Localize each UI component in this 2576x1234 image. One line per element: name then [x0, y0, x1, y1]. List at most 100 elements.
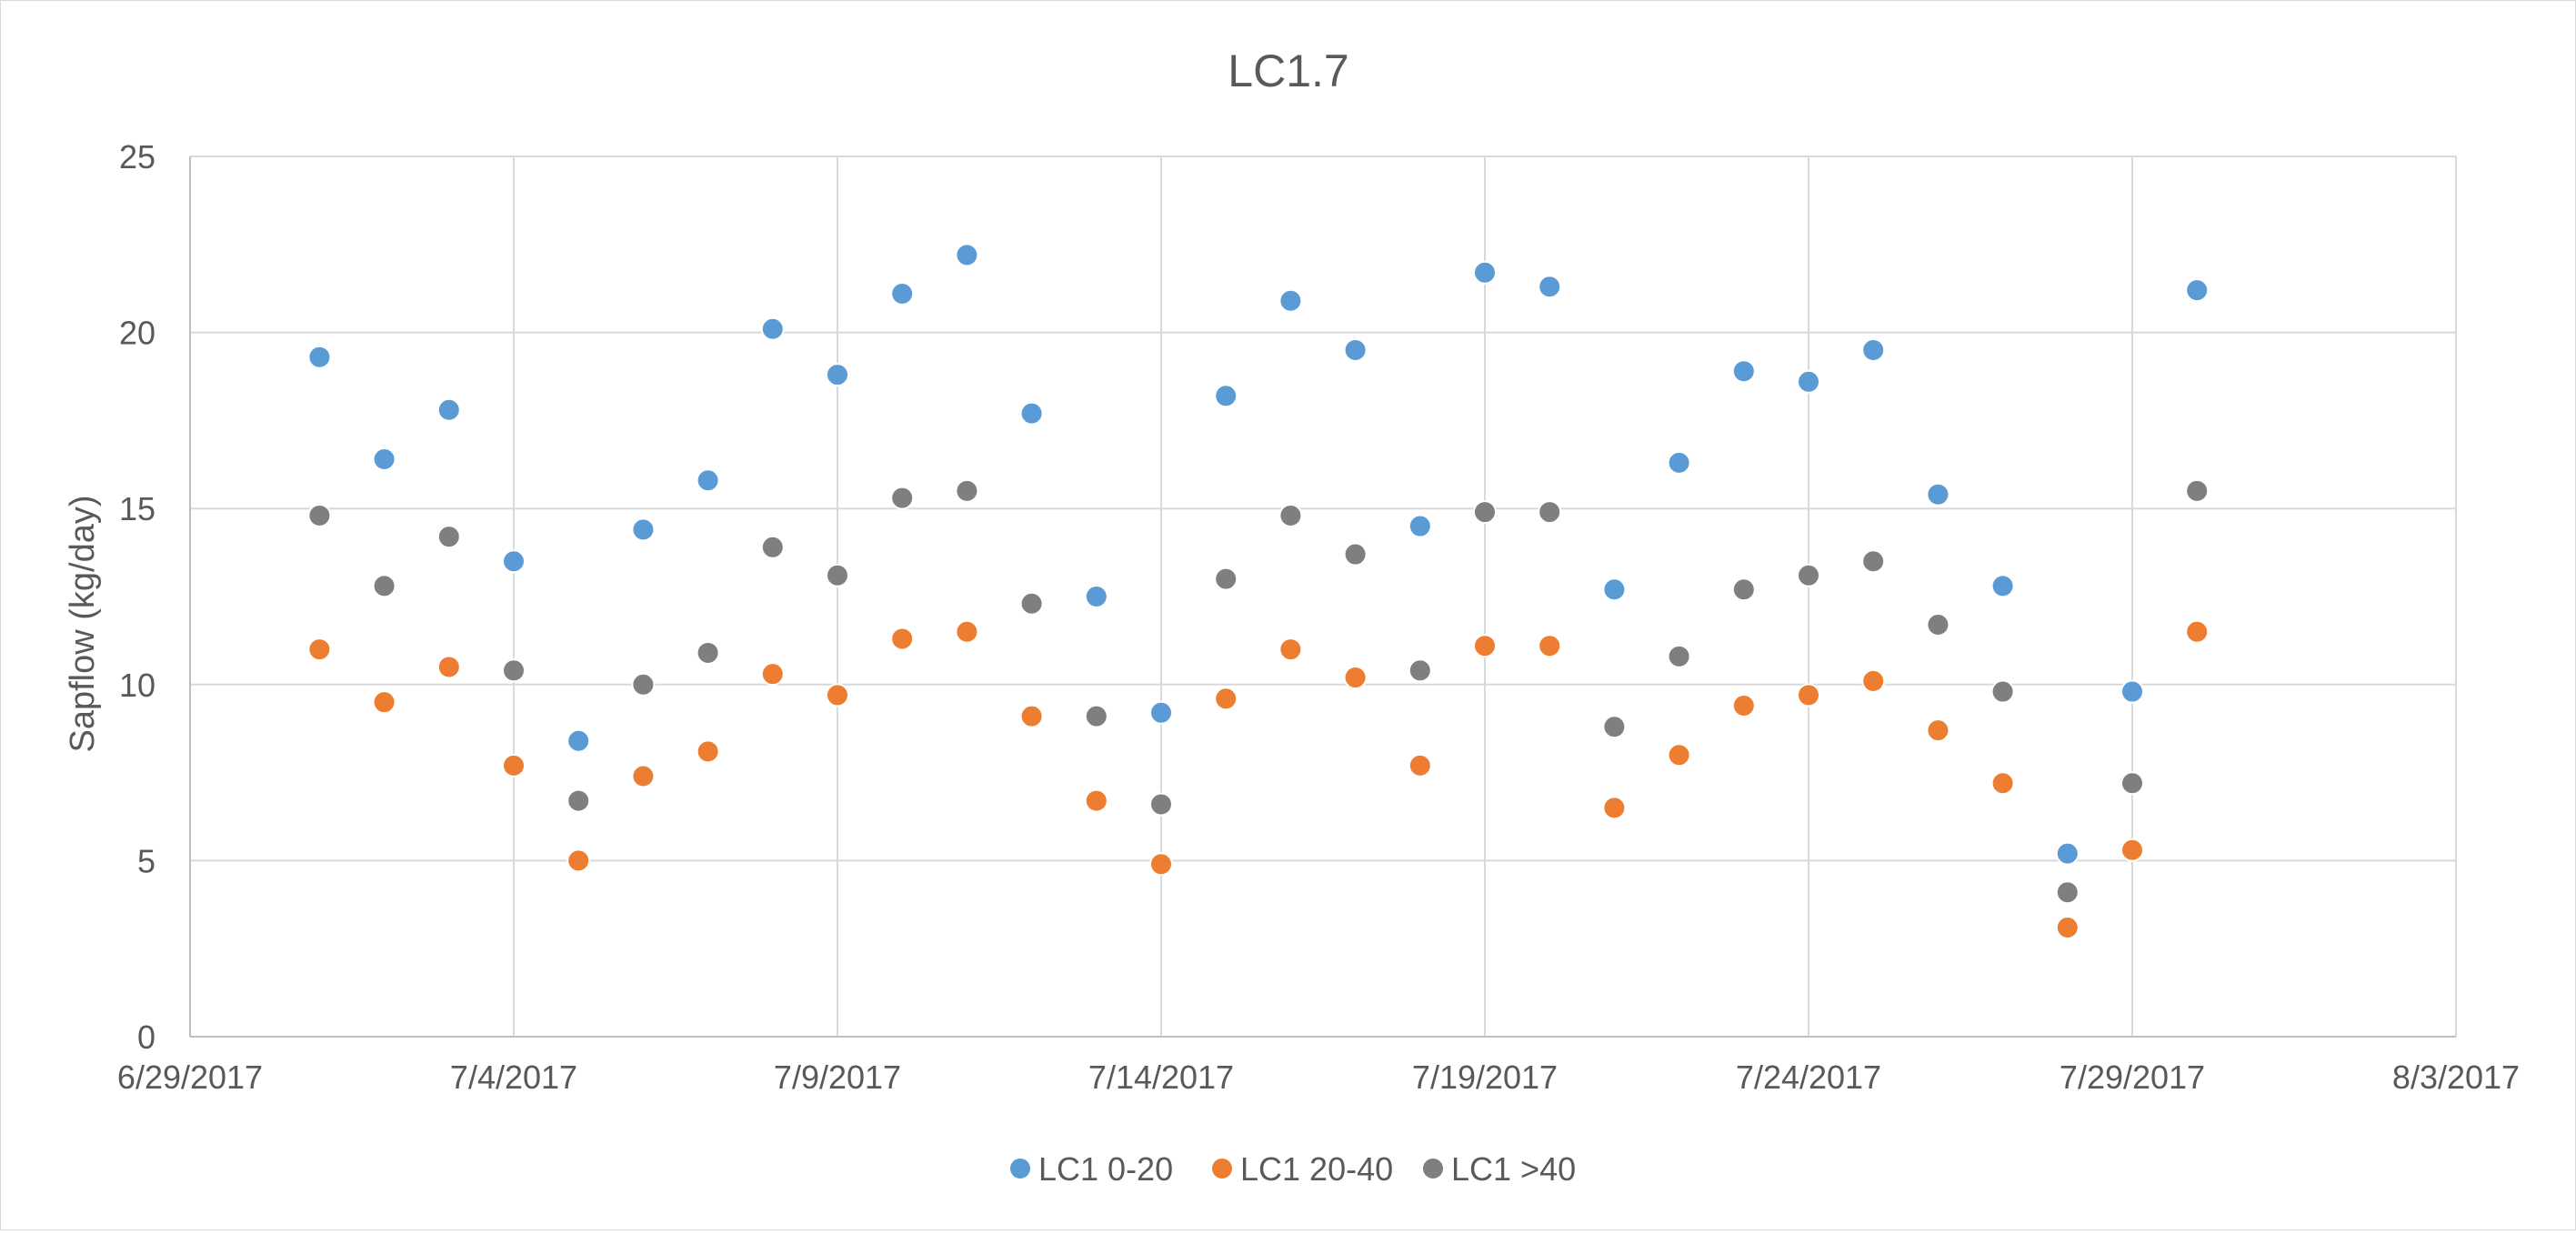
- data-point: [1084, 585, 1108, 608]
- data-point: [1538, 634, 1562, 658]
- data-point: [760, 316, 785, 341]
- data-point: [2120, 771, 2144, 796]
- data-point: [2120, 838, 2144, 862]
- data-point: [1538, 500, 1562, 525]
- data-point: [1538, 275, 1562, 299]
- data-point: [566, 788, 591, 813]
- legend-item: LC1 >40: [1421, 1150, 1576, 1188]
- data-point: [1990, 574, 2015, 598]
- data-point: [1278, 288, 1303, 313]
- data-point: [372, 690, 396, 715]
- data-point: [1731, 359, 1756, 384]
- y-axis-label: Sapflow (kg/day): [64, 495, 102, 752]
- axes: [189, 156, 2456, 1038]
- data-point: [1602, 796, 1627, 820]
- legend-marker: [1008, 1157, 1032, 1180]
- x-tick-label: 7/19/2017: [1412, 1058, 1558, 1096]
- data-point: [1731, 694, 1756, 718]
- data-point: [1731, 577, 1756, 602]
- tick-labels: 0 5 10 15 20 25 6/29/2017 7/4/2017 7/9/2017 7/14/…: [117, 138, 2520, 1096]
- data-point: [1797, 683, 1820, 707]
- x-tick-label: 7/4/2017: [450, 1058, 577, 1096]
- y-tick-label: 10: [119, 667, 155, 704]
- data-point: [1214, 384, 1238, 408]
- chart-title: LC1.7: [1228, 45, 1348, 96]
- data-point: [955, 478, 979, 503]
- data-point: [1343, 666, 1368, 690]
- data-point: [307, 637, 332, 662]
- data-point: [1084, 788, 1108, 813]
- data-point: [1926, 718, 1950, 743]
- data-point: [890, 486, 915, 510]
- data-point: [631, 672, 656, 697]
- data-point: [1214, 687, 1238, 711]
- x-tick-label: 7/14/2017: [1088, 1058, 1234, 1096]
- x-tick-label: 6/29/2017: [117, 1058, 263, 1096]
- data-points: [307, 243, 2210, 939]
- data-point: [566, 848, 591, 873]
- data-point: [1473, 634, 1497, 658]
- data-point: [1149, 700, 1173, 725]
- data-point: [1861, 549, 1886, 574]
- data-point: [955, 243, 979, 267]
- data-point: [1602, 715, 1627, 739]
- x-tick-label: 7/9/2017: [774, 1058, 901, 1096]
- data-point: [372, 446, 396, 471]
- series-1: [307, 619, 2210, 939]
- data-point: [1019, 401, 1044, 426]
- legend-item: LC1 20-40: [1210, 1150, 1393, 1188]
- data-point: [890, 627, 915, 651]
- data-point: [1019, 704, 1044, 728]
- data-point: [307, 345, 332, 369]
- legend-label: LC1 0-20: [1038, 1150, 1173, 1188]
- data-point: [1408, 514, 1432, 538]
- data-point: [566, 728, 591, 753]
- data-point: [826, 363, 849, 387]
- data-point: [2185, 478, 2210, 503]
- legend-item: LC1 0-20: [1008, 1150, 1173, 1188]
- data-point: [1278, 637, 1303, 662]
- data-point: [1473, 500, 1497, 525]
- data-point: [631, 517, 656, 542]
- data-point: [1408, 753, 1432, 778]
- data-point: [1667, 644, 1691, 668]
- data-point: [1990, 771, 2015, 796]
- data-point: [696, 640, 720, 665]
- data-point: [502, 549, 526, 574]
- data-point: [372, 574, 396, 598]
- data-point: [1797, 369, 1820, 394]
- data-point: [826, 563, 849, 587]
- data-point: [1990, 679, 2015, 704]
- data-point: [1019, 591, 1044, 616]
- data-point: [436, 525, 461, 549]
- x-tick-label: 8/3/2017: [2392, 1058, 2520, 1096]
- series-0: [307, 243, 2210, 866]
- legend-label: LC1 >40: [1451, 1150, 1576, 1188]
- data-point: [2055, 841, 2080, 866]
- data-point: [1861, 337, 1886, 362]
- data-point: [1473, 260, 1497, 285]
- data-point: [696, 468, 720, 493]
- y-tick-label: 15: [119, 490, 155, 527]
- data-point: [1408, 658, 1432, 683]
- x-tick-label: 7/24/2017: [1736, 1058, 1881, 1096]
- data-point: [1278, 503, 1303, 527]
- data-point: [2055, 880, 2080, 905]
- data-point: [1214, 567, 1238, 591]
- data-point: [2185, 619, 2210, 644]
- y-tick-label: 20: [119, 315, 155, 352]
- data-point: [2055, 915, 2080, 939]
- data-point: [502, 658, 526, 683]
- series-2: [307, 478, 2210, 905]
- data-point: [631, 764, 656, 788]
- data-point: [1926, 482, 1950, 507]
- data-point: [1602, 577, 1627, 602]
- data-point: [1343, 542, 1368, 567]
- legend: LC1 0-20 LC1 20-40 LC1 >40: [1008, 1150, 1576, 1188]
- data-point: [760, 662, 785, 687]
- data-point: [760, 535, 785, 559]
- data-point: [436, 655, 461, 679]
- data-point: [1667, 450, 1691, 475]
- data-point: [502, 753, 526, 778]
- data-point: [1084, 704, 1108, 728]
